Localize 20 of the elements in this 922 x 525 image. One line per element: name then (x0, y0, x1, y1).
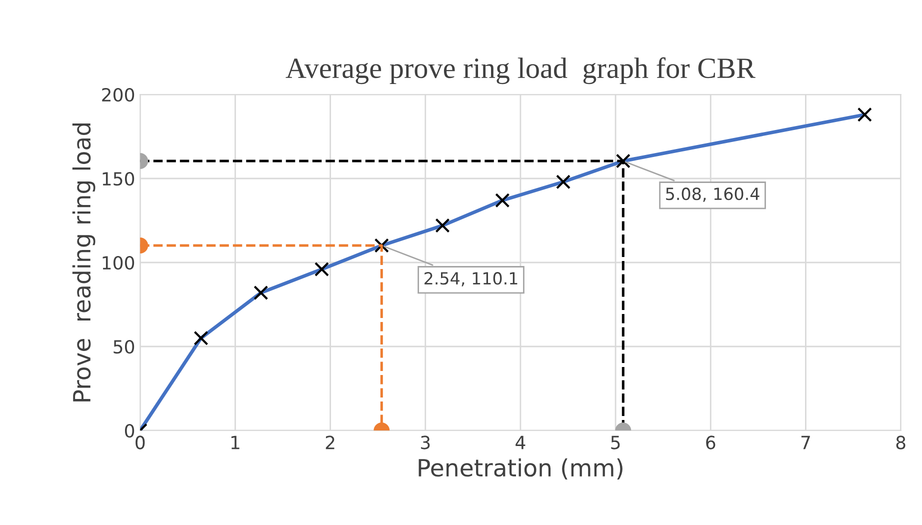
y-tick-label: 100 (102, 256, 134, 270)
chart-title: Average prove ring load graph for CBR (286, 57, 756, 84)
y-tick-label: 0 (124, 424, 134, 438)
x-tick-label: 8 (896, 436, 906, 450)
x-tick-label: 5 (611, 436, 620, 450)
x-tick-label: 4 (516, 436, 526, 450)
annotation: 5.08, 160.4 (666, 188, 760, 202)
y-axis-title: Prove reading ring load (72, 123, 96, 402)
annotation: 2.54, 110.1 (424, 272, 518, 286)
y-tick-label: 200 (102, 88, 134, 102)
x-tick-label: 1 (231, 436, 240, 450)
y-tick-label: 50 (114, 340, 134, 354)
x-tick-label: 3 (421, 436, 430, 450)
x-tick-label: 0 (136, 436, 145, 450)
y-tick-label: 150 (102, 172, 134, 186)
point (616, 154, 630, 168)
x-tick-label: 7 (801, 436, 810, 450)
x-tick-label: 6 (706, 436, 716, 450)
x-tick-label: 2 (326, 436, 334, 450)
x-axis-title: Penetration (mm) (418, 458, 622, 480)
